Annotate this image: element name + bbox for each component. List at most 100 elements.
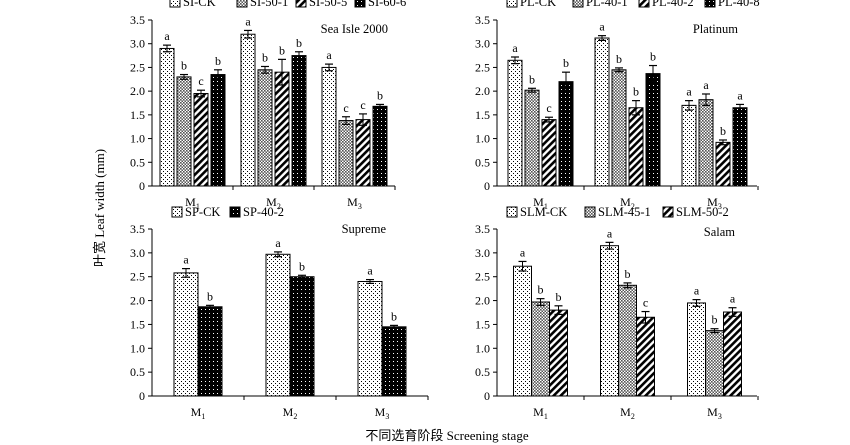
legend-label: SLM-CK (520, 205, 567, 219)
x-tick-label: M3 (375, 405, 390, 421)
significance-letter: c (343, 101, 348, 115)
panel-title: Sea Isle 2000 (321, 22, 388, 36)
legend-label: PL-40-8 (718, 0, 760, 9)
x-tick-label: M3 (707, 195, 722, 211)
y-tick-label: 2.5 (475, 270, 490, 284)
legend-swatch (354, 0, 366, 8)
significance-letter: b (650, 50, 656, 64)
bar (715, 141, 731, 187)
bar (524, 89, 540, 187)
chart-panel-4: 00.51.01.52.02.53.03.5M1abbM2abcM3abaSLM… (475, 205, 759, 421)
bar (197, 306, 223, 397)
y-tick-label: 2.5 (475, 60, 490, 74)
legend-swatch (229, 206, 241, 218)
legend-label: SI-60-6 (368, 0, 406, 9)
legend-label: PL-40-2 (652, 0, 694, 9)
bar (558, 81, 574, 187)
significance-letter: a (326, 48, 332, 62)
x-tick-label: M1 (185, 195, 200, 211)
bar (159, 47, 175, 187)
significance-letter: a (275, 236, 281, 250)
legend-swatch (638, 0, 650, 8)
bar (594, 37, 610, 187)
bar (681, 104, 697, 187)
y-tick-label: 1.5 (130, 317, 145, 331)
y-tick-label: 3.5 (130, 13, 145, 27)
bar (636, 316, 655, 397)
x-tick-label: M1 (191, 405, 206, 421)
significance-letter: a (607, 226, 613, 240)
significance-letter: b (299, 259, 305, 273)
significance-letter: b (556, 290, 562, 304)
y-tick-label: 0 (484, 179, 490, 193)
y-tick-label: 3.0 (475, 246, 490, 260)
significance-letter: a (686, 85, 692, 99)
legend-swatch (169, 0, 181, 8)
significance-letter: a (164, 29, 170, 43)
bar (338, 120, 354, 187)
x-tick-label: M3 (707, 405, 722, 421)
bar (357, 280, 383, 397)
y-tick-label: 0.5 (475, 155, 490, 169)
bar (645, 73, 661, 187)
bar (507, 59, 523, 187)
x-axis-label: 不同选育阶段 Screening stage (365, 428, 528, 443)
x-tick-label: M2 (266, 195, 281, 211)
legend-swatch (236, 0, 248, 8)
bar (531, 301, 550, 397)
y-tick-label: 0 (484, 389, 490, 403)
significance-letter: b (296, 36, 302, 50)
y-tick-label: 0 (139, 179, 145, 193)
significance-letter: a (245, 14, 251, 28)
x-tick-label: M1 (533, 405, 548, 421)
significance-letter: a (520, 245, 526, 259)
y-tick-label: 1.5 (475, 108, 490, 122)
bar (600, 245, 619, 397)
significance-letter: b (529, 72, 535, 86)
bar (723, 311, 742, 397)
legend-label: SI-50-5 (309, 0, 347, 9)
significance-letter: c (360, 98, 365, 112)
y-tick-label: 1.0 (475, 341, 490, 355)
bar (240, 33, 256, 187)
bar (265, 253, 291, 397)
significance-letter: b (712, 313, 718, 327)
legend-swatch (584, 206, 596, 218)
significance-letter: b (616, 52, 622, 66)
bar (210, 74, 226, 187)
y-tick-label: 1.5 (475, 317, 490, 331)
bar (321, 66, 337, 187)
y-tick-label: 0 (139, 389, 145, 403)
significance-letter: a (367, 264, 373, 278)
legend-swatch (506, 0, 518, 8)
significance-letter: b (181, 59, 187, 73)
significance-letter: b (538, 283, 544, 297)
legend-label: SLM-45-1 (598, 205, 651, 219)
bar (176, 76, 192, 187)
bar (173, 272, 199, 397)
legend-swatch (171, 206, 183, 218)
y-tick-label: 2.0 (130, 294, 145, 308)
legend-label: SLM-50-2 (676, 205, 729, 219)
y-tick-label: 2.0 (475, 294, 490, 308)
bar (289, 276, 315, 397)
y-tick-label: 2.0 (130, 84, 145, 98)
y-tick-label: 1.0 (475, 132, 490, 146)
x-tick-label: M2 (620, 195, 635, 211)
y-tick-label: 0.5 (475, 365, 490, 379)
y-tick-label: 2.0 (475, 84, 490, 98)
y-tick-label: 3.5 (475, 222, 490, 236)
significance-letter: b (625, 267, 631, 281)
y-tick-label: 1.5 (130, 108, 145, 122)
bar (381, 326, 407, 397)
significance-letter: b (720, 124, 726, 138)
bar (687, 302, 706, 397)
x-tick-label: M1 (533, 195, 548, 211)
significance-letter: b (207, 289, 213, 303)
y-tick-label: 3.5 (475, 13, 490, 27)
bar (193, 93, 209, 187)
significance-letter: b (391, 309, 397, 323)
